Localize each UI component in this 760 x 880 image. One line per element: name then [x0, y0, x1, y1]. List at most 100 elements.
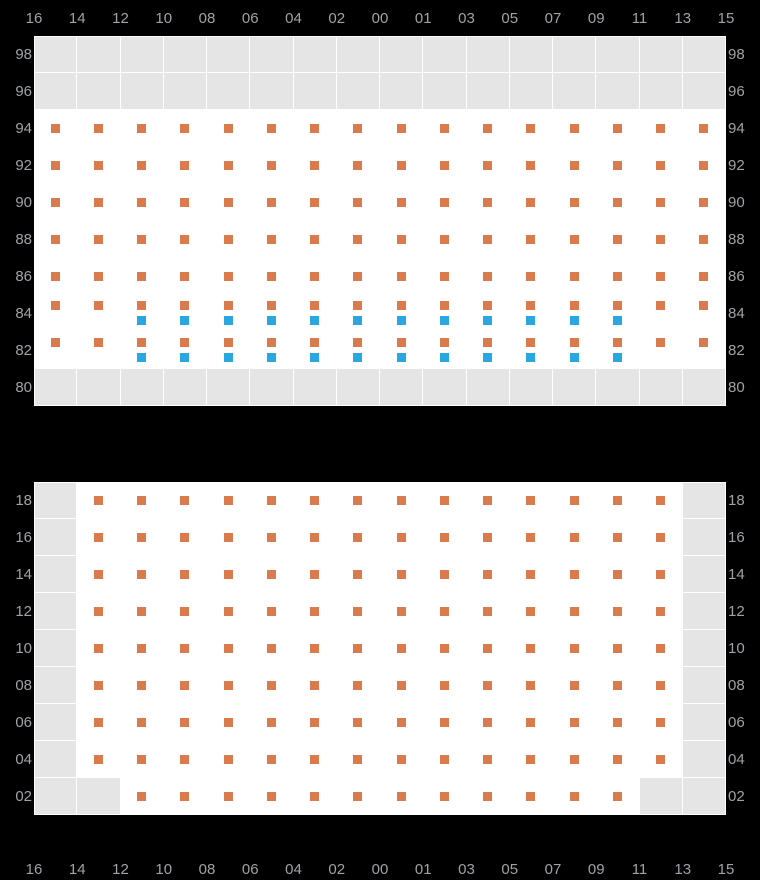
grid-cell	[596, 36, 639, 73]
grid-cell	[380, 741, 423, 778]
marker-orange	[310, 792, 319, 801]
grid-cell	[250, 630, 293, 667]
grid-cell	[467, 147, 510, 184]
marker-orange	[224, 124, 233, 133]
grid-cell	[337, 184, 380, 221]
marker-orange	[310, 644, 319, 653]
grid-cell	[553, 593, 596, 630]
row-label-right: 92	[728, 157, 756, 174]
grid-cell	[683, 73, 726, 110]
marker-orange	[310, 124, 319, 133]
grid-cell	[553, 221, 596, 258]
grid-cell	[423, 147, 466, 184]
col-label-bot: 11	[625, 861, 655, 878]
grid-cell	[423, 667, 466, 704]
grid-cell	[207, 630, 250, 667]
grid-cell	[553, 741, 596, 778]
grid-cell	[207, 667, 250, 704]
marker-orange	[613, 718, 622, 727]
marker-orange	[310, 338, 319, 347]
grid-cell	[553, 556, 596, 593]
grid-cell	[510, 482, 553, 519]
row-label-left: 12	[4, 603, 32, 620]
grid-cell	[34, 184, 77, 221]
marker-orange	[699, 301, 708, 310]
marker-blue	[440, 316, 449, 325]
grid-cell	[164, 36, 207, 73]
marker-orange	[224, 718, 233, 727]
marker-orange	[353, 235, 362, 244]
marker-orange	[440, 161, 449, 170]
marker-orange	[526, 681, 535, 690]
marker-orange	[353, 681, 362, 690]
marker-orange	[94, 272, 103, 281]
row-label-left: 84	[4, 305, 32, 322]
grid-cell	[207, 593, 250, 630]
grid-cell	[337, 704, 380, 741]
grid-row	[34, 147, 726, 184]
grid-cell	[640, 73, 683, 110]
grid-cell	[510, 593, 553, 630]
grid-cell	[553, 778, 596, 815]
grid-cell	[380, 667, 423, 704]
col-label-top: 02	[322, 10, 352, 27]
marker-orange	[94, 198, 103, 207]
grid-cell	[164, 73, 207, 110]
grid-cell	[510, 741, 553, 778]
marker-orange	[570, 533, 579, 542]
grid-cell	[121, 482, 164, 519]
row-label-right: 80	[728, 379, 756, 396]
grid-cell	[294, 556, 337, 593]
grid-cell	[640, 556, 683, 593]
grid-cell	[294, 519, 337, 556]
col-label-bot: 01	[408, 861, 438, 878]
grid-cell	[250, 556, 293, 593]
marker-orange	[353, 301, 362, 310]
grid-cell	[294, 110, 337, 147]
grid-row	[34, 73, 726, 110]
marker-orange	[613, 607, 622, 616]
marker-blue	[397, 316, 406, 325]
col-label-bot: 08	[192, 861, 222, 878]
marker-orange	[483, 718, 492, 727]
marker-orange	[613, 533, 622, 542]
col-label-top: 07	[538, 10, 568, 27]
marker-orange	[137, 198, 146, 207]
col-label-bot: 04	[279, 861, 309, 878]
marker-orange	[656, 755, 665, 764]
grid-cell	[510, 73, 553, 110]
grid-cell	[553, 630, 596, 667]
marker-orange	[440, 681, 449, 690]
marker-orange	[180, 124, 189, 133]
grid-cell	[683, 556, 726, 593]
grid-cell	[337, 147, 380, 184]
marker-orange	[613, 681, 622, 690]
marker-orange	[353, 338, 362, 347]
grid-cell	[250, 258, 293, 295]
grid-row	[34, 482, 726, 519]
grid-cell	[510, 332, 553, 369]
marker-orange	[180, 496, 189, 505]
row-label-right: 10	[728, 640, 756, 657]
grid-cell	[250, 73, 293, 110]
grid-cell	[121, 332, 164, 369]
grid-cell	[467, 110, 510, 147]
marker-orange	[526, 792, 535, 801]
marker-orange	[267, 792, 276, 801]
grid-cell	[423, 778, 466, 815]
marker-orange	[570, 644, 579, 653]
grid-cell	[423, 110, 466, 147]
grid-cell	[207, 110, 250, 147]
grid-cell	[77, 778, 120, 815]
marker-orange	[570, 161, 579, 170]
grid-cell	[510, 556, 553, 593]
grid-cell	[207, 556, 250, 593]
grid-cell	[640, 667, 683, 704]
marker-orange	[224, 338, 233, 347]
marker-orange	[656, 607, 665, 616]
grid-cell	[596, 667, 639, 704]
marker-orange	[224, 755, 233, 764]
row-label-left: 82	[4, 342, 32, 359]
grid-cell	[553, 482, 596, 519]
col-label-top: 08	[192, 10, 222, 27]
